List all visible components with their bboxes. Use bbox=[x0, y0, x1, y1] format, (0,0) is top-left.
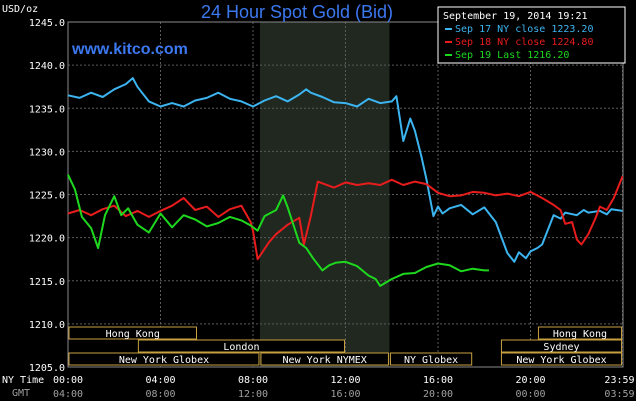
x-tick-label-gmt: 00:00 bbox=[515, 389, 545, 400]
session-bar bbox=[68, 352, 260, 366]
session-label: Sydney bbox=[543, 342, 579, 353]
series-line bbox=[67, 174, 489, 287]
x-tick-label-gmt: 04:00 bbox=[53, 389, 83, 400]
x-tick-label-ny: 23:59 bbox=[604, 375, 634, 386]
legend-label: Sep 17 NY close 1223.20 bbox=[455, 24, 593, 35]
legend-label: Sep 19 Last 1216.20 bbox=[455, 50, 569, 61]
chart-title: 24 Hour Spot Gold (Bid) bbox=[201, 2, 393, 22]
y-tick-label: 1215.0 bbox=[29, 277, 65, 288]
legend: September 19, 2014 19:21 Sep 17 NY close… bbox=[437, 6, 626, 64]
x-tick-label-ny: 04:00 bbox=[145, 375, 175, 386]
y-axis-label: USD/oz bbox=[2, 4, 38, 15]
series-line bbox=[67, 77, 623, 263]
y-tick-label: 1245.0 bbox=[29, 18, 65, 29]
session-bar bbox=[137, 339, 345, 353]
x-tick-label-ny: 12:00 bbox=[330, 375, 360, 386]
session-label: NY Globex bbox=[404, 355, 458, 366]
session-bar bbox=[500, 339, 623, 353]
y-tick-label: 1210.0 bbox=[29, 320, 65, 331]
session-label: New York Globex bbox=[516, 355, 606, 366]
market-sessions: Hong Kong Hong Kong London Sydney New York G… bbox=[68, 326, 623, 366]
session-label: London bbox=[223, 342, 259, 353]
y-tick-label: 1240.0 bbox=[29, 61, 65, 72]
timestamp: September 19, 2014 19:21 bbox=[443, 11, 588, 22]
session-bar bbox=[68, 326, 197, 340]
series-line bbox=[67, 176, 624, 261]
y-tick-label: 1205.0 bbox=[29, 363, 65, 374]
x-tick-label-ny: 08:00 bbox=[238, 375, 268, 386]
plot-frame bbox=[67, 21, 624, 368]
y-tick-label: 1235.0 bbox=[29, 104, 65, 115]
gmt-label: GMT bbox=[12, 388, 30, 399]
x-tick-label-ny: 00:00 bbox=[53, 375, 83, 386]
y-tick-label: 1225.0 bbox=[29, 191, 65, 202]
price-series bbox=[67, 77, 624, 287]
x-tick-label-gmt: 16:00 bbox=[330, 389, 360, 400]
session-label: Hong Kong bbox=[553, 329, 607, 340]
grid-lines bbox=[67, 21, 624, 368]
x-tick-label-gmt: 20:00 bbox=[423, 389, 453, 400]
watermark: www.kitco.com bbox=[71, 41, 188, 58]
x-tick-label-ny: 16:00 bbox=[423, 375, 453, 386]
session-bar bbox=[260, 352, 389, 366]
y-axis-ticks: 1245.0 1240.0 1235.0 1230.0 1225.0 1220.0 1215… bbox=[29, 18, 65, 374]
legend-box bbox=[437, 6, 626, 64]
session-bar bbox=[389, 352, 473, 366]
x-tick-label-gmt: 03:59 bbox=[604, 389, 634, 400]
session-label: New York NYMEX bbox=[283, 355, 367, 366]
legend-label: Sep 18 NY close 1224.80 bbox=[455, 37, 593, 48]
session-bar bbox=[500, 352, 623, 366]
x-tick-label-gmt: 08:00 bbox=[145, 389, 175, 400]
session-bar bbox=[537, 326, 623, 340]
y-tick-label: 1220.0 bbox=[29, 234, 65, 245]
x-tick-label-gmt: 12:00 bbox=[238, 389, 268, 400]
x-axis-ticks: 00:00 04:00 08:00 12:00 16:00 20:00 23:59 04:00… bbox=[53, 375, 635, 400]
x-tick-label-ny: 20:00 bbox=[515, 375, 545, 386]
session-label: Hong Kong bbox=[106, 329, 160, 340]
ny-time-label: NY Time bbox=[2, 375, 44, 386]
y-tick-label: 1230.0 bbox=[29, 147, 65, 158]
session-label: New York Globex bbox=[119, 355, 209, 366]
legend-items: Sep 17 NY close 1223.20 Sep 18 NY close 1… bbox=[445, 24, 593, 61]
